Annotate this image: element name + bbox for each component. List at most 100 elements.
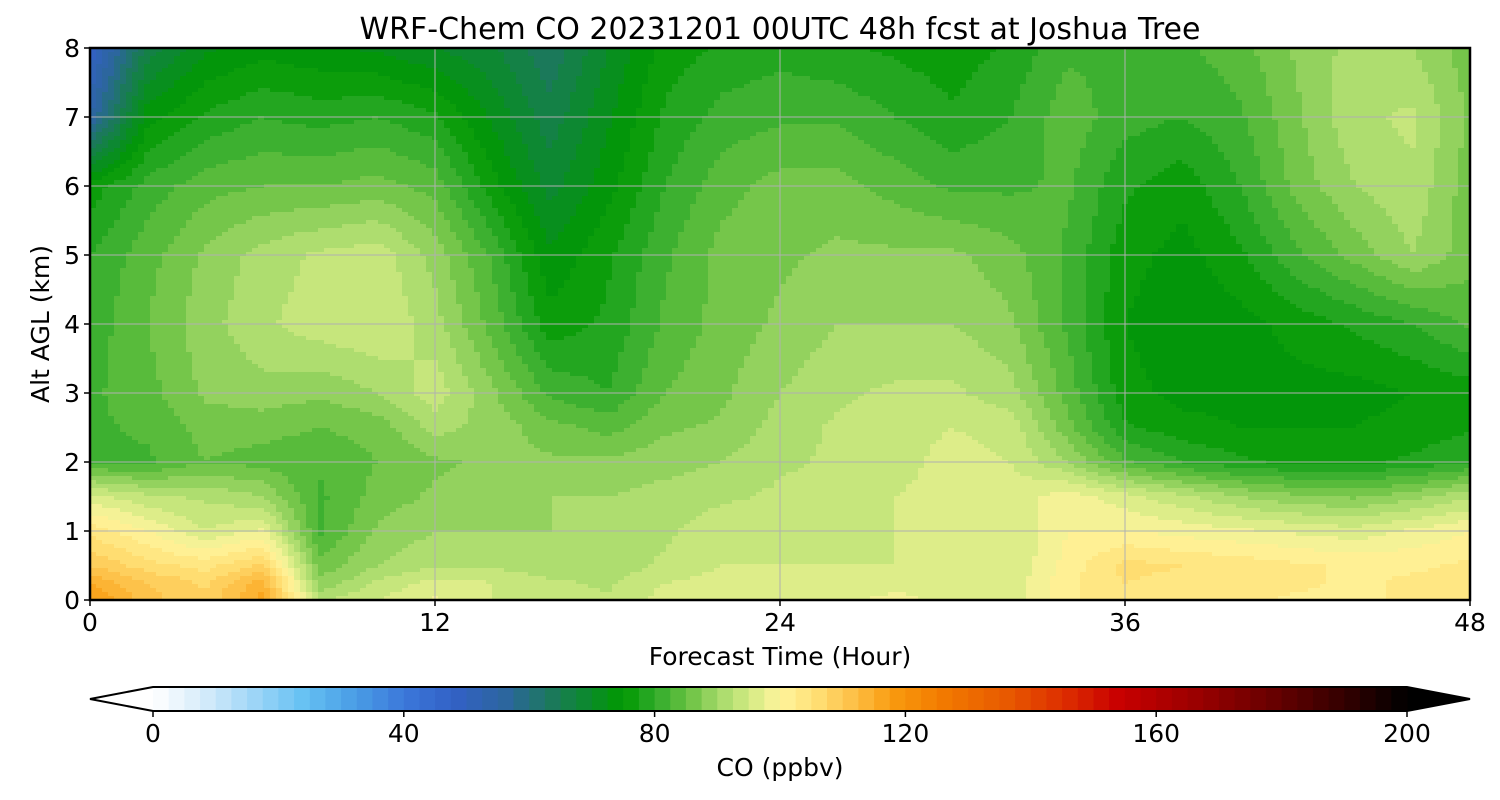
heatmap-cell <box>438 92 445 97</box>
heatmap-cell <box>1320 88 1327 93</box>
heatmap-cell <box>1398 72 1405 77</box>
heatmap-cell <box>270 80 277 85</box>
heatmap-cell <box>1410 72 1417 77</box>
heatmap-cell <box>414 120 421 125</box>
heatmap-cell <box>684 132 691 137</box>
heatmap-cell <box>1266 112 1273 117</box>
heatmap-cell <box>312 112 319 117</box>
heatmap-cell <box>978 132 985 137</box>
heatmap-cell <box>342 88 349 93</box>
heatmap-cell <box>1248 56 1255 61</box>
heatmap-cell <box>828 88 835 93</box>
heatmap-cell <box>1032 72 1039 77</box>
heatmap-cell <box>1260 92 1267 97</box>
heatmap-cell <box>504 128 511 133</box>
heatmap-cell <box>1134 88 1141 93</box>
heatmap-cell <box>180 52 187 57</box>
heatmap-cell <box>696 96 703 101</box>
heatmap-cell <box>216 80 223 85</box>
heatmap-cell <box>420 80 427 85</box>
heatmap-cell <box>816 128 823 133</box>
heatmap-cell <box>144 116 151 121</box>
heatmap-cell <box>1260 128 1267 133</box>
heatmap-cell <box>420 120 427 125</box>
heatmap-cell <box>942 132 949 137</box>
heatmap-cell <box>720 80 727 85</box>
heatmap-cell <box>828 96 835 101</box>
heatmap-cell <box>1452 96 1459 101</box>
heatmap-cell <box>288 96 295 101</box>
heatmap-cell <box>966 124 973 129</box>
heatmap-cell <box>1296 60 1303 65</box>
heatmap-cell <box>168 76 175 81</box>
heatmap-cell <box>174 52 181 57</box>
heatmap-cell <box>624 100 631 105</box>
heatmap-cell <box>1014 120 1021 125</box>
heatmap-cell <box>1152 68 1159 73</box>
heatmap-cell <box>1404 88 1411 93</box>
heatmap-cell <box>1368 48 1375 53</box>
heatmap-cell <box>168 88 175 93</box>
heatmap-cell <box>738 124 745 129</box>
heatmap-cell <box>1092 80 1099 85</box>
heatmap-cell <box>852 112 859 117</box>
heatmap-cell <box>1356 112 1363 117</box>
heatmap-cell <box>630 132 637 137</box>
heatmap-cell <box>1056 52 1063 57</box>
heatmap-cell <box>852 56 859 61</box>
heatmap-cell <box>1368 120 1375 125</box>
heatmap-cell <box>1458 88 1465 93</box>
heatmap-cell <box>624 84 631 89</box>
heatmap-cell <box>216 72 223 77</box>
heatmap-cell <box>90 100 97 105</box>
heatmap-cell <box>594 96 601 101</box>
heatmap-cell <box>696 72 703 77</box>
heatmap-cell <box>516 116 523 121</box>
heatmap-cell <box>822 56 829 61</box>
heatmap-cell <box>1440 128 1447 133</box>
heatmap-cell <box>762 88 769 93</box>
heatmap-cell <box>486 76 493 81</box>
heatmap-cell <box>1026 116 1033 121</box>
heatmap-cell <box>564 112 571 117</box>
heatmap-cell <box>414 72 421 77</box>
heatmap-cell <box>96 104 103 109</box>
heatmap-cell <box>1194 108 1201 113</box>
heatmap-cell <box>1386 92 1393 97</box>
heatmap-cell <box>1056 112 1063 117</box>
heatmap-cell <box>1452 72 1459 77</box>
heatmap-cell <box>1392 128 1399 133</box>
heatmap-cell <box>96 124 103 129</box>
heatmap-cell <box>1422 88 1429 93</box>
heatmap-cell <box>1398 100 1405 105</box>
heatmap-cell <box>1356 64 1363 69</box>
heatmap-cell <box>918 68 925 73</box>
heatmap-cell <box>288 116 295 121</box>
heatmap-cell <box>372 84 379 89</box>
heatmap-cell <box>402 84 409 89</box>
heatmap-cell <box>1380 124 1387 129</box>
heatmap-cell <box>1284 84 1291 89</box>
heatmap-cell <box>852 116 859 121</box>
heatmap-cell <box>288 132 295 137</box>
heatmap-cell <box>840 80 847 85</box>
heatmap-cell <box>960 116 967 121</box>
heatmap-cell <box>1422 68 1429 73</box>
heatmap-cell <box>174 120 181 125</box>
heatmap-cell <box>444 68 451 73</box>
heatmap-cell <box>762 92 769 97</box>
heatmap-cell <box>174 92 181 97</box>
heatmap-cell <box>384 48 391 53</box>
heatmap-cell <box>540 128 547 133</box>
heatmap-cell <box>1044 96 1051 101</box>
heatmap-cell <box>1332 80 1339 85</box>
heatmap-cell <box>1206 80 1213 85</box>
heatmap-cell <box>504 112 511 117</box>
heatmap-cell <box>390 112 397 117</box>
heatmap-cell <box>444 108 451 113</box>
heatmap-cell <box>132 116 139 121</box>
heatmap-cell <box>408 84 415 89</box>
heatmap-cell <box>1242 60 1249 65</box>
heatmap-cell <box>1446 92 1453 97</box>
heatmap-cell <box>1212 104 1219 109</box>
